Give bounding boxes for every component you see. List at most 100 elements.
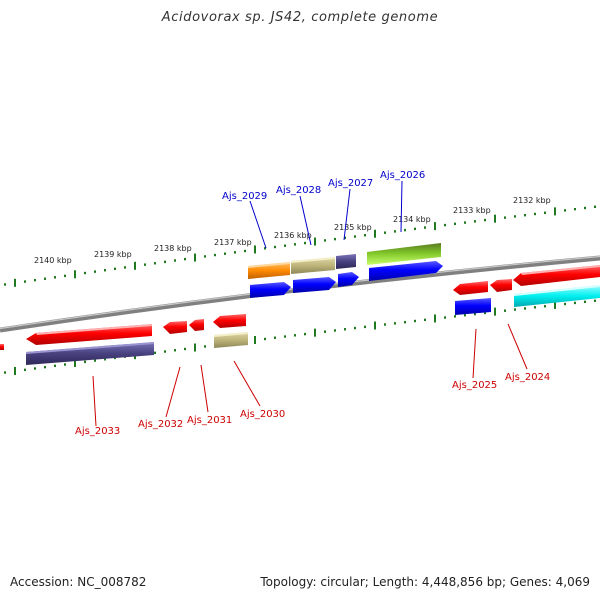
label-Ajs_2026[interactable]: Ajs_2026 [380,170,425,181]
minor-tick [484,218,486,222]
major-tick [554,207,556,216]
minor-tick [504,309,506,312]
minor-tick [384,231,386,234]
major-tick [494,214,496,223]
minor-tick [444,223,446,227]
minor-tick [94,359,96,362]
cog-Ajs_2025[interactable] [455,298,491,315]
label-Ajs_2032[interactable]: Ajs_2032 [138,419,183,430]
minor-tick [574,207,576,211]
kbp-label: 2134 kbp [393,215,431,224]
label-Ajs_2029[interactable]: Ajs_2029 [222,191,267,202]
accession-text: Accession: NC_008782 [10,575,147,589]
minor-tick [364,325,366,329]
cog-Ajs_2024[interactable] [514,285,600,307]
minor-tick [44,365,46,369]
minor-tick [304,332,306,336]
minor-tick [404,228,406,232]
gene-Ajs_2027[interactable] [336,254,356,269]
major-tick [434,314,436,323]
gene-Ajs_2029[interactable] [248,262,290,279]
minor-tick [204,345,206,348]
minor-tick [414,227,416,231]
cds-Ajs_2029[interactable] [250,282,291,298]
minor-tick [264,337,266,341]
minor-tick [394,230,396,233]
cds-Ajs_2028[interactable] [293,277,336,293]
upper-tick-track [4,205,596,287]
minor-tick [534,212,536,216]
gene-Ajs_2030[interactable] [213,314,246,328]
gene-Ajs_2028[interactable] [291,257,335,274]
major-tick [434,222,436,231]
minor-tick [564,302,566,306]
minor-tick [424,226,426,229]
minor-tick [54,276,56,279]
minor-tick [474,220,476,223]
minor-tick [354,235,356,238]
label-Ajs_2027[interactable]: Ajs_2027 [328,178,373,189]
minor-tick [64,274,66,278]
minor-tick [444,316,446,319]
minor-tick [584,206,586,210]
minor-tick [404,320,406,324]
minor-tick [104,269,106,272]
minor-tick [484,311,486,315]
cds-Ajs_2027[interactable] [338,272,359,287]
minor-tick [584,300,586,304]
minor-tick [304,241,306,245]
minor-tick [114,267,116,271]
major-tick [374,229,376,238]
minor-tick [514,215,516,218]
minor-tick [124,266,126,269]
forward-label-lines [249,180,403,249]
gene-Ajs_2026[interactable] [367,243,441,265]
gene-Ajs_2032[interactable] [163,321,187,334]
minor-tick [234,251,236,254]
major-tick [134,261,136,270]
label-Ajs_2033[interactable]: Ajs_2033 [75,426,120,437]
minor-tick [64,363,66,366]
minor-tick [354,326,356,330]
label-Ajs_2031[interactable]: Ajs_2031 [187,415,232,426]
cog-Ajs_2033[interactable] [26,342,154,365]
minor-tick [174,259,176,262]
gene-Ajs_2031[interactable] [189,319,204,331]
cds-Ajs_2026[interactable] [369,261,443,281]
minor-tick [34,367,36,370]
gene-Ajs_2033[interactable] [0,324,152,350]
minor-tick [424,318,426,322]
minor-tick [414,319,416,323]
kbp-label: 2132 kbp [513,196,551,205]
gene-Ajs_2024-a[interactable] [490,279,512,292]
label-Ajs_2025[interactable]: Ajs_2025 [452,380,497,391]
label-Ajs_2028[interactable]: Ajs_2028 [276,185,321,196]
minor-tick [274,245,276,249]
label-Ajs_2024[interactable]: Ajs_2024 [505,372,550,383]
minor-tick [4,283,6,286]
minor-tick [344,236,346,240]
minor-tick [384,323,386,326]
minor-tick [334,237,336,241]
minor-tick [514,308,516,311]
minor-tick [154,351,156,355]
minor-tick [594,299,596,302]
label-Ajs_2030[interactable]: Ajs_2030 [240,409,285,420]
major-tick [494,307,496,316]
minor-tick [524,214,526,217]
minor-tick [284,244,286,247]
minor-tick [544,305,546,308]
minor-tick [104,358,106,361]
minor-tick [454,315,456,318]
major-tick [14,366,16,375]
minor-tick [224,252,226,255]
map-title: Acidovorax sp. JS42, complete genome [161,10,439,25]
gene-Ajs_2025[interactable] [453,281,488,295]
cog-Ajs_2030[interactable] [214,332,248,348]
minor-tick [544,211,546,214]
minor-tick [454,222,456,226]
minor-tick [524,307,526,310]
minor-tick [284,335,286,338]
minor-tick [184,257,186,261]
gene-Ajs_2024[interactable] [513,265,600,286]
